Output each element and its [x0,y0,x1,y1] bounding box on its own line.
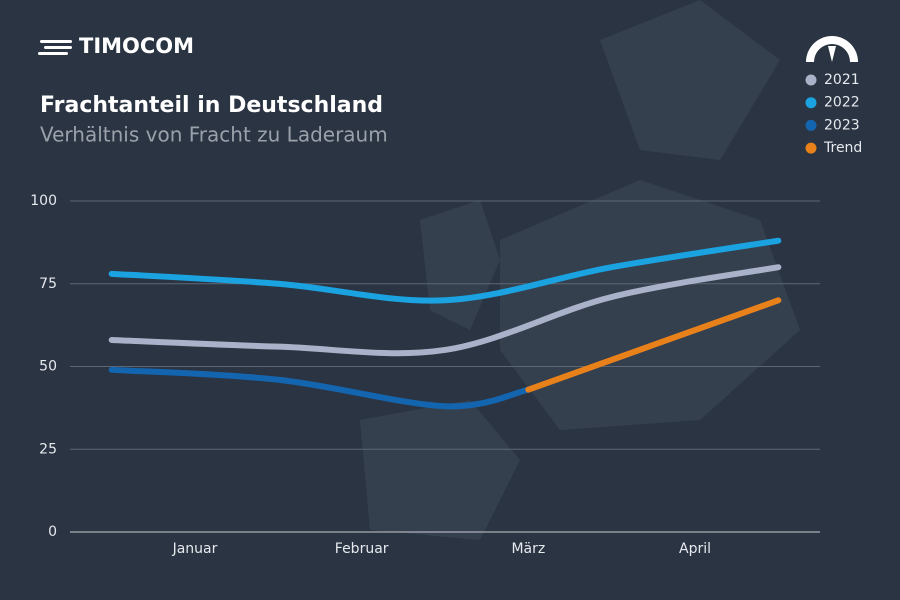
series-line [108,264,782,357]
legend-label: 2021 [824,72,860,88]
chart-title: Frachtanteil in Deutschland [40,93,383,118]
brand: TIMOCOM [79,34,194,58]
y-tick-label: 25 [39,441,57,457]
y-tick-label: 75 [39,276,57,292]
logo-icon [38,40,72,55]
x-tick-label: Januar [172,541,218,557]
y-tick-label: 100 [30,193,57,209]
chart-subtitle: Verhältnis von Fracht zu Laderaum [40,123,388,147]
y-tick-label: 0 [48,524,57,540]
x-tick-label: März [511,541,545,557]
legend-label: 2023 [824,117,860,133]
legend-swatch [805,119,817,131]
legend-swatch [805,142,817,154]
series-line [525,297,782,393]
x-tick-label: Februar [335,541,389,557]
legend-label: 2022 [824,95,860,111]
series-line [108,237,782,304]
legend-label: Trend [823,140,862,156]
x-tick-label: April [679,541,711,557]
legend-swatch [805,97,817,109]
y-tick-label: 50 [39,359,57,375]
gauge-icon [806,36,858,62]
series-line [108,366,532,410]
legend-swatch [805,74,817,86]
